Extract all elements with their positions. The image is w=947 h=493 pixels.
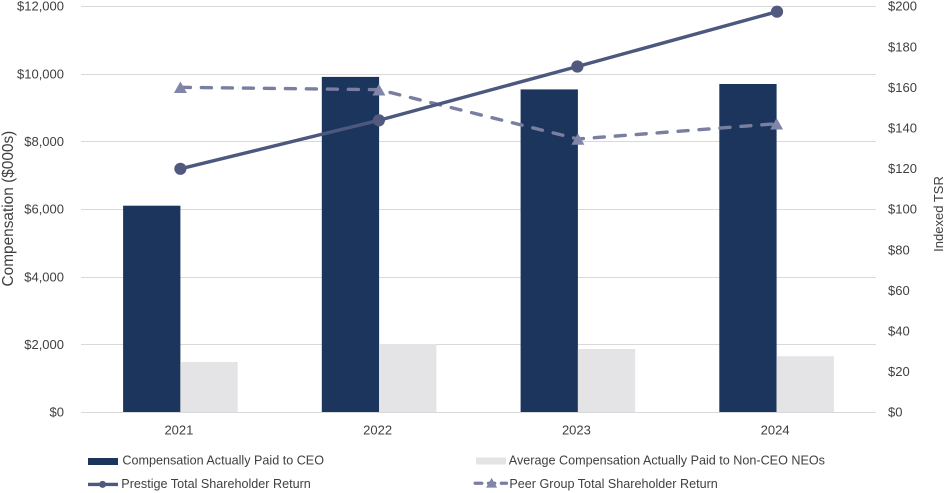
svg-text:Compensation Actually Paid to: Compensation Actually Paid to CEO xyxy=(122,454,324,468)
svg-text:$10,000: $10,000 xyxy=(17,66,64,81)
svg-text:$120: $120 xyxy=(888,161,917,176)
svg-text:$180: $180 xyxy=(888,39,917,54)
svg-text:$80: $80 xyxy=(888,242,910,257)
svg-text:$100: $100 xyxy=(888,202,917,217)
svg-text:2023: 2023 xyxy=(562,423,591,438)
svg-text:$2,000: $2,000 xyxy=(24,337,64,352)
svg-text:$200: $200 xyxy=(888,0,917,14)
svg-text:$60: $60 xyxy=(888,283,910,298)
svg-text:Average Compensation Actually: Average Compensation Actually Paid to No… xyxy=(509,454,825,468)
svg-text:$12,000: $12,000 xyxy=(17,0,64,14)
svg-text:$8,000: $8,000 xyxy=(24,134,64,149)
svg-text:$160: $160 xyxy=(888,80,917,95)
svg-text:2021: 2021 xyxy=(164,423,193,438)
svg-text:$0: $0 xyxy=(888,405,902,420)
svg-text:Compensation ($000s): Compensation ($000s) xyxy=(0,131,17,287)
svg-text:$0: $0 xyxy=(50,405,64,420)
svg-text:Indexed TSR: Indexed TSR xyxy=(931,176,946,252)
svg-text:$4,000: $4,000 xyxy=(24,269,64,284)
svg-text:$40: $40 xyxy=(888,324,910,339)
svg-text:Peer Group Total Shareholder R: Peer Group Total Shareholder Return xyxy=(509,477,717,491)
svg-text:Prestige Total Shareholder Ret: Prestige Total Shareholder Return xyxy=(121,477,310,491)
svg-text:2024: 2024 xyxy=(761,423,790,438)
svg-text:$140: $140 xyxy=(888,121,917,136)
svg-text:$20: $20 xyxy=(888,364,910,379)
svg-text:$6,000: $6,000 xyxy=(24,202,64,217)
svg-text:2022: 2022 xyxy=(363,423,392,438)
